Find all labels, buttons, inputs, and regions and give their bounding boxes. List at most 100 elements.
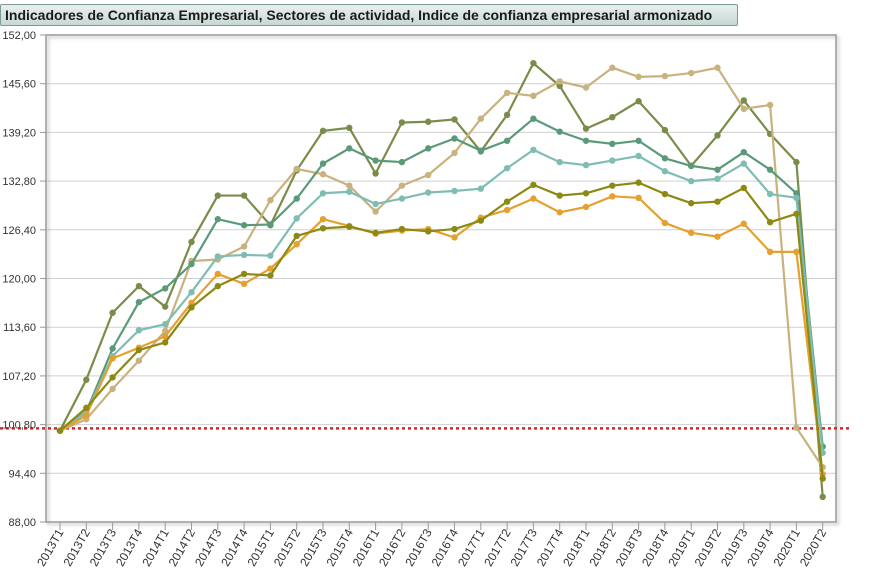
data-point — [240, 222, 248, 229]
data-point — [293, 195, 300, 202]
data-point — [766, 101, 774, 109]
data-point — [346, 145, 353, 152]
data-point — [740, 160, 747, 167]
data-point — [240, 251, 248, 259]
data-point — [688, 177, 695, 185]
data-point — [793, 210, 800, 218]
data-point — [451, 135, 458, 142]
data-point — [83, 412, 90, 419]
data-point — [582, 203, 590, 211]
data-point — [766, 218, 774, 226]
data-point — [609, 64, 616, 71]
data-point — [319, 160, 327, 167]
data-point — [661, 168, 669, 175]
data-point — [503, 198, 511, 205]
data-point — [188, 299, 195, 307]
series-line — [59, 62, 824, 497]
data-point — [688, 162, 695, 170]
data-point — [714, 175, 721, 183]
data-point — [293, 232, 300, 240]
data-point — [346, 182, 353, 189]
series-2 — [56, 64, 826, 471]
data-point — [319, 171, 327, 178]
data-point — [293, 165, 300, 173]
data-point — [688, 229, 695, 237]
data-point — [162, 333, 169, 340]
chart-title-bar: Indicadores de Confianza Empresarial, Se… — [0, 4, 738, 26]
data-point — [661, 219, 669, 227]
data-point — [425, 171, 432, 179]
data-point — [582, 137, 590, 144]
data-point — [398, 119, 406, 126]
y-tick-label: 88,00 — [8, 517, 36, 529]
data-point — [766, 190, 774, 198]
data-point — [451, 234, 458, 241]
data-point — [714, 166, 721, 173]
series-line — [59, 117, 824, 447]
series-line — [59, 195, 824, 475]
y-tick-label: 120,00 — [2, 274, 36, 286]
series-4 — [56, 146, 826, 456]
data-point — [609, 157, 616, 164]
data-point — [609, 193, 616, 200]
series-3 — [56, 115, 826, 450]
data-point — [451, 187, 458, 195]
data-point — [714, 132, 721, 139]
data-point — [372, 170, 379, 177]
data-point — [635, 73, 642, 81]
series-5 — [56, 193, 826, 478]
data-point — [530, 92, 537, 100]
data-point — [477, 147, 484, 154]
data-point — [83, 376, 90, 383]
series-line — [59, 181, 824, 479]
data-point — [766, 166, 774, 173]
data-point — [688, 69, 695, 77]
data-point — [267, 272, 274, 279]
data-point — [135, 298, 143, 306]
data-point — [661, 190, 669, 198]
data-point — [793, 194, 800, 202]
y-tick-label: 145,60 — [2, 79, 36, 91]
data-point — [162, 285, 169, 292]
data-point — [372, 229, 379, 237]
y-tick-label: 107,20 — [2, 371, 36, 383]
data-point — [425, 145, 432, 152]
data-point — [635, 152, 642, 160]
data-point — [793, 190, 800, 197]
data-point — [293, 241, 300, 248]
data-point — [162, 320, 169, 328]
data-point — [267, 221, 274, 228]
data-point — [346, 188, 353, 195]
data-point — [503, 137, 511, 144]
series-1 — [56, 59, 826, 501]
data-point — [319, 215, 327, 223]
data-point — [477, 217, 484, 224]
data-point — [214, 192, 221, 199]
data-point — [425, 228, 432, 235]
data-point — [635, 179, 642, 186]
data-point — [214, 215, 221, 223]
data-point — [451, 116, 458, 123]
data-point — [240, 280, 248, 288]
y-tick-label: 132,80 — [2, 176, 36, 188]
data-point — [319, 190, 327, 197]
data-point — [451, 149, 458, 157]
data-point — [425, 118, 432, 125]
data-point — [135, 357, 143, 364]
data-point — [398, 158, 406, 166]
data-point — [530, 181, 537, 189]
data-point — [530, 195, 537, 202]
data-point — [372, 200, 379, 208]
data-point — [635, 194, 642, 202]
data-point — [740, 105, 747, 113]
data-point — [661, 72, 669, 80]
y-tick-label: 100,80 — [2, 420, 36, 432]
data-point — [740, 148, 747, 156]
data-point — [714, 64, 721, 71]
data-point — [398, 225, 406, 233]
data-point — [477, 115, 484, 122]
data-point — [556, 209, 563, 216]
data-point — [530, 115, 537, 122]
data-point — [425, 189, 432, 196]
